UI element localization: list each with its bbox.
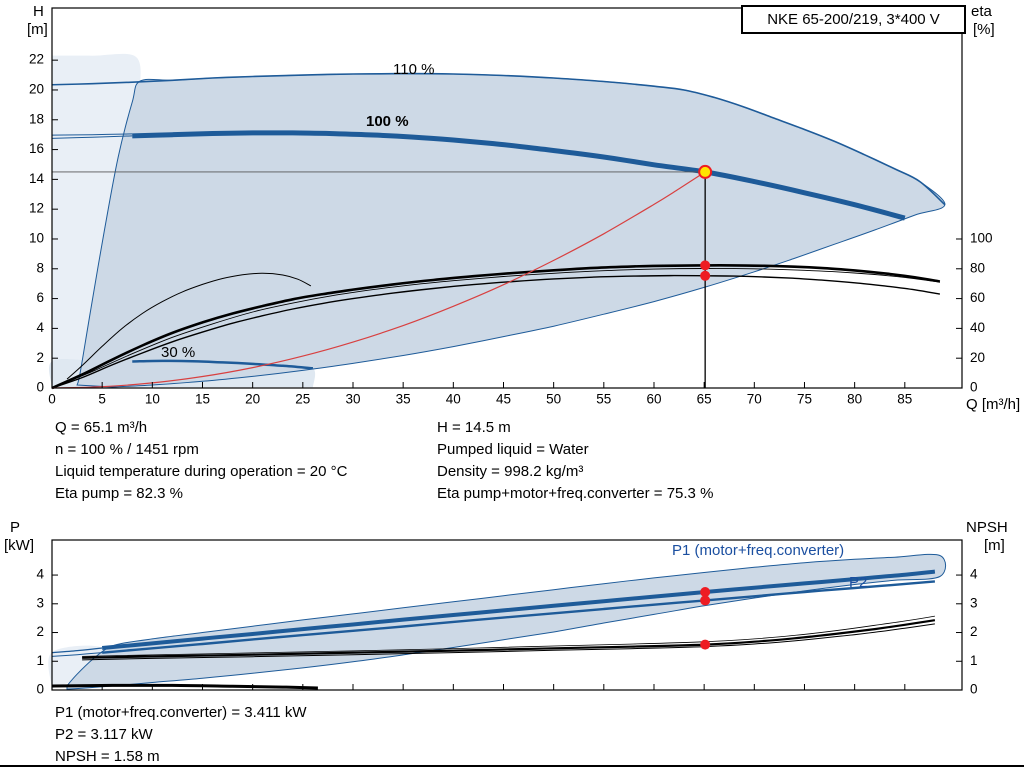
svg-text:0: 0 <box>48 392 56 407</box>
svg-text:10: 10 <box>145 392 160 407</box>
power-info: P1 (motor+freq.converter) = 3.411 kW P2 … <box>55 702 307 768</box>
svg-text:2: 2 <box>36 350 44 365</box>
h-axis-unit: [m] <box>27 21 48 38</box>
p1-curve-label: P1 (motor+freq.converter) <box>672 542 845 559</box>
npsh-value-text: NPSH = 1.58 m <box>55 748 160 765</box>
svg-text:80: 80 <box>847 392 862 407</box>
svg-text:15: 15 <box>195 392 210 407</box>
svg-text:40: 40 <box>970 320 985 335</box>
svg-text:0: 0 <box>970 380 978 395</box>
svg-text:60: 60 <box>646 392 661 407</box>
pump-model-title: NKE 65-200/219, 3*400 V <box>741 5 966 34</box>
svg-text:4: 4 <box>36 320 44 335</box>
svg-text:85: 85 <box>897 392 912 407</box>
svg-text:1: 1 <box>970 653 978 668</box>
svg-text:10: 10 <box>29 231 44 246</box>
svg-text:0: 0 <box>970 682 978 697</box>
svg-text:6: 6 <box>36 290 44 305</box>
liquid-temp-text: Liquid temperature during operation = 20… <box>55 463 348 480</box>
svg-text:55: 55 <box>596 392 611 407</box>
svg-text:45: 45 <box>496 392 511 407</box>
npsh-axis-label: NPSH <box>966 519 1008 536</box>
svg-text:70: 70 <box>747 392 762 407</box>
pumped-liquid-text: Pumped liquid = Water <box>437 441 589 458</box>
svg-text:4: 4 <box>36 567 44 582</box>
svg-text:0: 0 <box>36 380 44 395</box>
duty-flow-text: Q = 65.1 m³/h <box>55 419 148 436</box>
p2-value-text: P2 = 3.117 kW <box>55 726 153 743</box>
duty-speed-text: n = 100 % / 1451 rpm <box>55 441 199 458</box>
svg-text:1: 1 <box>36 653 44 668</box>
svg-text:35: 35 <box>396 392 411 407</box>
svg-text:2: 2 <box>36 624 44 639</box>
speed-label-100: 100 % <box>366 113 409 130</box>
bottom-divider <box>0 765 1024 767</box>
svg-text:60: 60 <box>970 290 985 305</box>
svg-text:4: 4 <box>970 567 978 582</box>
q-axis-label: Q [m³/h] <box>966 396 1021 413</box>
svg-text:2: 2 <box>970 624 978 639</box>
svg-text:12: 12 <box>29 201 44 216</box>
svg-text:22: 22 <box>29 52 44 67</box>
duty-head-text: H = 14.5 m <box>437 419 511 436</box>
speed-label-110: 110 % <box>393 61 435 78</box>
svg-text:75: 75 <box>797 392 812 407</box>
eta-total-text: Eta pump+motor+freq.converter = 75.3 % <box>437 485 714 502</box>
speed-label-30: 30 % <box>161 344 196 361</box>
svg-text:100: 100 <box>970 231 993 246</box>
svg-text:3: 3 <box>970 595 978 610</box>
npsh-axis-unit: [m] <box>984 537 1005 554</box>
svg-text:50: 50 <box>546 392 561 407</box>
svg-text:80: 80 <box>970 260 985 275</box>
eta-axis-unit: [%] <box>973 21 995 38</box>
svg-text:18: 18 <box>29 111 44 126</box>
eta-pump-text: Eta pump = 82.3 % <box>55 485 183 502</box>
svg-text:14: 14 <box>29 171 45 186</box>
p1-value-text: P1 (motor+freq.converter) = 3.411 kW <box>55 704 307 721</box>
duty-info-right: H = 14.5 m Pumped liquid = Water Density… <box>437 417 713 505</box>
duty-info-left: Q = 65.1 m³/h n = 100 % / 1451 rpm Liqui… <box>55 417 347 505</box>
svg-text:65: 65 <box>697 392 712 407</box>
svg-text:20: 20 <box>245 392 260 407</box>
svg-text:20: 20 <box>29 82 44 97</box>
p2-curve-label: P2 <box>849 574 868 591</box>
svg-text:40: 40 <box>446 392 461 407</box>
eta-axis-label: eta <box>971 3 992 20</box>
svg-text:16: 16 <box>29 141 44 156</box>
p-axis-label: P <box>10 519 21 536</box>
svg-text:5: 5 <box>98 392 106 407</box>
density-text: Density = 998.2 kg/m³ <box>437 463 584 480</box>
svg-text:30: 30 <box>345 392 360 407</box>
svg-text:8: 8 <box>36 260 44 275</box>
p-axis-unit: [kW] <box>4 537 34 554</box>
svg-text:25: 25 <box>295 392 310 407</box>
svg-text:20: 20 <box>970 350 985 365</box>
svg-text:3: 3 <box>36 595 44 610</box>
h-axis-label: H <box>33 3 44 20</box>
svg-text:0: 0 <box>36 682 44 697</box>
